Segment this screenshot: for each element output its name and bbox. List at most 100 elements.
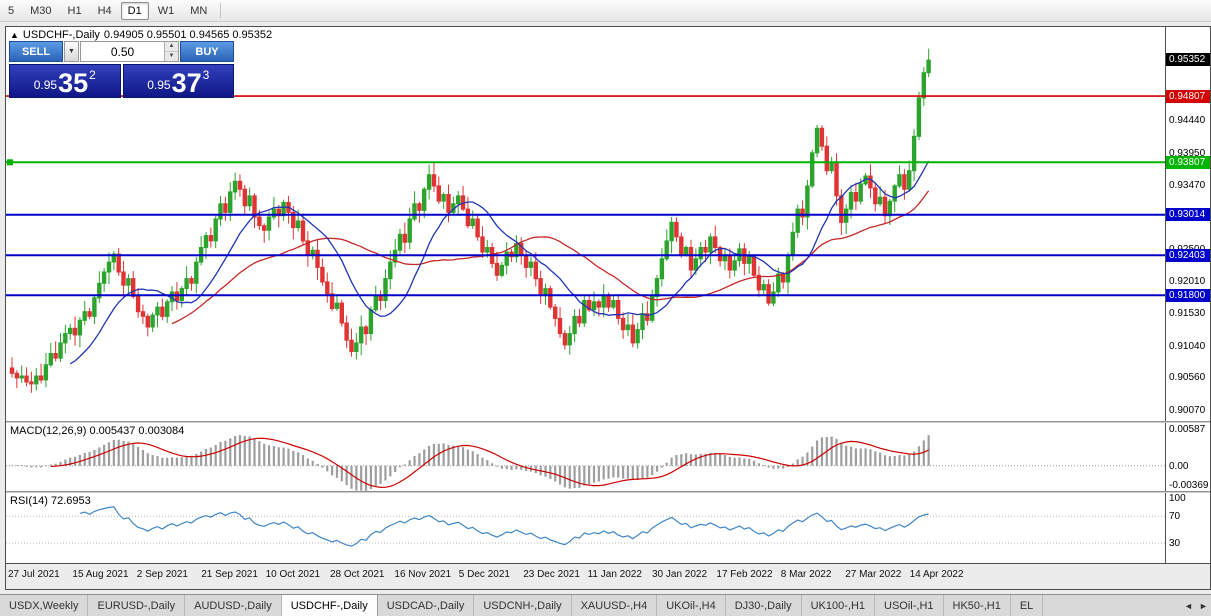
bid-price-display[interactable]: 0.95 35 2: [9, 64, 121, 98]
candle-body: [150, 314, 155, 328]
lot-decrease-button[interactable]: ▼: [164, 51, 178, 61]
candle-body: [247, 195, 252, 207]
candle-body: [625, 324, 631, 331]
chart-tab-usdx-weekly[interactable]: USDX,Weekly: [0, 595, 89, 616]
candle-body: [761, 284, 766, 291]
chart-tab-hk50-h1[interactable]: HK50-,H1: [944, 595, 1011, 616]
tab-scroll-right-button[interactable]: ►: [1199, 600, 1208, 611]
chart-tab-ukoil-h4[interactable]: UKOil-,H4: [657, 595, 726, 616]
rsi-axis-tick: 100: [1169, 493, 1186, 504]
candle-body: [106, 261, 112, 273]
candle-body: [189, 278, 194, 284]
candle-body: [674, 221, 679, 238]
candle-body: [97, 282, 102, 299]
candle-body: [470, 218, 475, 227]
date-axis-label: 28 Oct 2021: [330, 569, 385, 580]
candle-body: [586, 300, 592, 311]
candle-body: [824, 145, 829, 172]
macd-axis-tick: 0.00: [1169, 460, 1189, 472]
candle-body: [116, 253, 121, 273]
ask-price-point: 3: [202, 68, 210, 82]
pane-splitter[interactable]: [6, 421, 1210, 423]
candle-body: [887, 200, 892, 217]
price-axis-tick: 0.94440: [1169, 115, 1206, 127]
chart-tab-usdcnh-daily[interactable]: USDCNH-,Daily: [474, 595, 572, 616]
candle-body: [58, 342, 63, 359]
candle-body: [834, 162, 839, 197]
sell-button[interactable]: SELL: [9, 41, 63, 62]
candle-body: [751, 256, 757, 276]
candle-body: [436, 185, 442, 202]
candle-body: [92, 297, 97, 317]
chart-tab-eurusd-daily[interactable]: EURUSD-,Daily: [88, 595, 186, 616]
candle-body: [295, 220, 301, 229]
candlestick-chart-area[interactable]: ▲ USDCHF-,Daily 0.94905 0.95501 0.94565 0.…: [6, 27, 1165, 421]
rsi-pane: RSI(14) 72.6953 100 70 30: [6, 493, 1210, 563]
date-axis-label: 2 Sep 2021: [136, 569, 188, 580]
candle-body: [203, 235, 209, 249]
chart-tab-audusd-daily[interactable]: AUDUSD-,Daily: [185, 595, 282, 616]
timeframe-button-h1[interactable]: H1: [67, 4, 82, 17]
candle-body: [320, 266, 325, 283]
chart-tab-el[interactable]: EL: [1011, 595, 1044, 616]
date-axis[interactable]: 27 Jul 2021 15 Aug 2021 2 Sep 2021 21 Sep 2…: [6, 563, 1210, 589]
rsi-axis-tick: 70: [1169, 511, 1181, 523]
timeframe-button-m30[interactable]: M30: [30, 4, 52, 17]
candle-body: [354, 342, 359, 352]
chart-tab-dj30-daily[interactable]: DJ30-,Daily: [726, 595, 802, 616]
lot-size-input[interactable]: [81, 42, 164, 61]
candle-body: [785, 255, 791, 283]
timeframe-button-d1[interactable]: D1: [120, 1, 149, 20]
price-axis-tick: 0.93470: [1169, 179, 1206, 191]
candle-body: [19, 375, 24, 379]
candle-body: [650, 296, 655, 321]
rsi-chart-canvas[interactable]: [6, 493, 1165, 563]
candle-body: [485, 247, 490, 253]
candle-body: [63, 333, 68, 344]
tab-scroll-left-button[interactable]: ◄: [1184, 600, 1193, 611]
chart-tab-usdcad-daily[interactable]: USDCAD-,Daily: [378, 595, 475, 616]
candle-body: [160, 306, 165, 317]
ask-price-display[interactable]: 0.95 37 3: [122, 64, 234, 98]
candle-body: [810, 152, 815, 187]
timeframe-button-group: 5 M30 H1 H4 D1 W1 MN: [0, 0, 215, 21]
candle-body: [397, 233, 403, 251]
candle-body: [53, 353, 58, 359]
candle-body: [228, 191, 233, 213]
candle-body: [640, 313, 645, 331]
level-anchor-marker[interactable]: [7, 159, 13, 166]
date-axis-label: 11 Jan 2022: [587, 569, 642, 580]
ask-price-prefix: 0.95: [147, 78, 171, 92]
pane-splitter[interactable]: [6, 491, 1210, 493]
candle-body: [48, 353, 53, 366]
candle-body: [747, 256, 752, 264]
chart-tab-usoil-h1[interactable]: USOil-,H1: [875, 595, 944, 616]
trade-options-dropdown[interactable]: ▼: [64, 41, 79, 62]
candle-body: [688, 247, 694, 271]
timeframe-button-h4[interactable]: H4: [97, 4, 112, 17]
candle-body: [465, 208, 471, 227]
candle-body: [300, 220, 306, 242]
timeframe-button-mn[interactable]: MN: [190, 4, 208, 17]
chart-tab-usdchf-daily[interactable]: USDCHF-,Daily: [281, 595, 378, 616]
price-level-label: 0.93807: [1166, 155, 1210, 169]
candle-body: [349, 339, 354, 353]
timeframe-button-5[interactable]: 5: [8, 4, 15, 17]
lot-increase-button[interactable]: ▲: [164, 42, 178, 52]
candle-body: [9, 367, 15, 374]
candle-body: [417, 203, 422, 211]
candle-body: [24, 375, 29, 383]
candle-body: [194, 261, 199, 284]
candle-body: [441, 194, 446, 202]
timeframe-button-w1[interactable]: W1: [157, 4, 175, 17]
candle-body: [805, 185, 810, 218]
chart-tab-uk100-h1[interactable]: UK100-,H1: [802, 595, 876, 616]
price-axis: 0.948200.944400.939500.934700.929800.925…: [1165, 27, 1210, 421]
candle-body: [926, 59, 931, 74]
macd-chart-canvas[interactable]: [6, 423, 1165, 491]
chart-tab-xauusd-h4[interactable]: XAUUSD-,H4: [572, 595, 658, 616]
rsi-indicator-area[interactable]: RSI(14) 72.6953: [6, 493, 1165, 563]
macd-indicator-area[interactable]: MACD(12,26,9) 0.005437 0.003084: [6, 423, 1165, 491]
buy-button[interactable]: BUY: [180, 41, 234, 62]
panel-collapse-icon[interactable]: ▲: [10, 30, 19, 40]
